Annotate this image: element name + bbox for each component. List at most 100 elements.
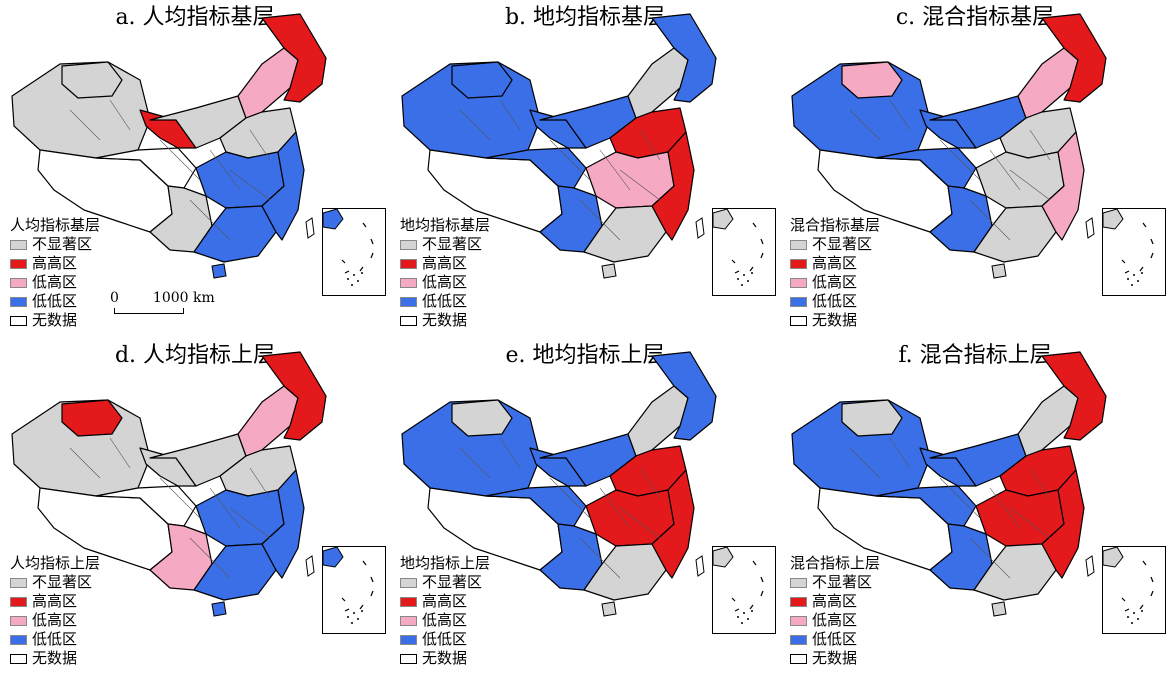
- legend-item-high-high: 高高区: [400, 254, 490, 273]
- legend-title: 人均指标上层: [10, 554, 101, 572]
- islands: [737, 272, 753, 286]
- internal-boundaries: [849, 437, 1051, 579]
- islands: [347, 272, 363, 286]
- inset-coast: [322, 546, 344, 568]
- legend-label: 低低区: [32, 630, 78, 648]
- legend: 混合指标基层 不显著区 高高区 低高区 低低区 无数据: [790, 216, 880, 330]
- legend-swatch: [10, 596, 27, 607]
- nine-dash-line: [1121, 222, 1154, 274]
- nine-dash-line: [731, 222, 764, 274]
- region-southwest: [929, 185, 993, 253]
- region-northeast: [651, 13, 717, 103]
- region-northeast: [1041, 13, 1107, 103]
- legend-label: 无数据: [422, 649, 468, 667]
- region-inner-mongolia-east: [1017, 385, 1079, 457]
- region-hainan: [991, 601, 1007, 617]
- legend-swatch: [10, 315, 27, 326]
- islands: [737, 610, 753, 624]
- south-china-sea-inset: [1102, 208, 1166, 296]
- legend-swatch: [790, 258, 807, 269]
- panel-title: c. 混合指标基层: [895, 5, 1055, 30]
- legend-label: 无数据: [812, 649, 858, 667]
- legend-label: 不显著区: [422, 573, 483, 591]
- nine-dash-line: [341, 222, 374, 274]
- region-northeast: [261, 351, 327, 441]
- legend-item-not-significant: 不显著区: [10, 235, 100, 254]
- legend-label: 高高区: [32, 592, 78, 610]
- region-northeast: [651, 351, 717, 441]
- legend-item-not-significant: 不显著区: [790, 573, 880, 592]
- map-panel-b: b. 地均指标基层地均指标基层 不显著区 高高区 低高区 低低区 无数据: [390, 0, 780, 338]
- map-panel-d: d. 人均指标上层人均指标上层 不显著区 高高区 低高区 低低区 无数据: [0, 338, 390, 676]
- internal-boundaries: [459, 437, 661, 579]
- legend-label: 不显著区: [422, 235, 483, 253]
- inset-map: [322, 546, 374, 624]
- legend-item-low-high: 低高区: [400, 611, 490, 630]
- legend-item-no-data: 无数据: [400, 649, 490, 668]
- panel-title: b. 地均指标基层: [504, 5, 666, 30]
- legend-swatch: [10, 577, 27, 588]
- scale-bar: 0 1000 km: [110, 290, 215, 314]
- nine-dash-line: [1121, 560, 1154, 612]
- internal-boundaries: [459, 99, 661, 241]
- legend-swatch: [790, 239, 807, 250]
- legend-item-not-significant: 不显著区: [790, 235, 880, 254]
- map-panel-a: a. 人均指标基层 人均指标基层 不显著区 高高区 低高区 低低区 无数据 0 1000 km: [0, 0, 390, 338]
- legend-label: 高高区: [422, 592, 468, 610]
- legend-label: 不显著区: [32, 573, 93, 591]
- legend-item-low-low: 低低区: [400, 292, 490, 311]
- legend-swatch: [10, 258, 27, 269]
- legend-label: 无数据: [32, 311, 78, 329]
- region-xinjiang-north: [451, 399, 513, 437]
- legend-title: 混合指标上层: [790, 554, 881, 572]
- china-map: [11, 13, 327, 279]
- region-inner-mongolia-east: [1017, 47, 1079, 119]
- region-hainan: [211, 601, 227, 617]
- inset-coast: [1102, 208, 1124, 230]
- legend-label: 不显著区: [812, 573, 873, 591]
- legend-swatch: [790, 277, 807, 288]
- legend-label: 不显著区: [812, 235, 873, 253]
- region-qinghai: [95, 485, 197, 527]
- south-china-sea-inset: [712, 546, 776, 634]
- inset-coast: [712, 208, 734, 230]
- legend-item-low-high: 低高区: [790, 611, 880, 630]
- legend-swatch: [790, 315, 807, 326]
- region-southwest: [539, 523, 603, 591]
- legend-item-not-significant: 不显著区: [10, 573, 100, 592]
- legend-label: 高高区: [422, 254, 468, 272]
- panel-title: d. 人均指标上层: [114, 343, 276, 368]
- region-inner-mongolia-east: [237, 47, 299, 119]
- region-east-coast: [261, 469, 305, 579]
- south-china-sea-inset: [322, 208, 386, 296]
- region-xinjiang-north: [61, 61, 123, 99]
- region-qinghai: [485, 485, 587, 527]
- legend-item-high-high: 高高区: [400, 592, 490, 611]
- legend: 人均指标上层 不显著区 高高区 低高区 低低区 无数据: [10, 554, 100, 668]
- legend-swatch: [790, 634, 807, 645]
- legend-label: 低高区: [32, 611, 78, 629]
- region-qinghai: [875, 147, 977, 189]
- region-east-coast: [651, 469, 695, 579]
- legend-label: 低低区: [32, 292, 78, 310]
- legend-label: 高高区: [812, 592, 858, 610]
- region-xinjiang-north: [451, 61, 513, 99]
- legend-swatch: [400, 653, 417, 664]
- legend-swatch: [400, 296, 417, 307]
- region-taiwan: [305, 555, 315, 577]
- legend-item-low-low: 低低区: [400, 630, 490, 649]
- inset-map: [1102, 208, 1154, 286]
- panel-title: a. 人均指标基层: [115, 5, 275, 30]
- legend-label: 高高区: [812, 254, 858, 272]
- legend: 地均指标上层 不显著区 高高区 低高区 低低区 无数据: [400, 554, 490, 668]
- legend-label: 低高区: [812, 273, 858, 291]
- legend: 地均指标基层 不显著区 高高区 低高区 低低区 无数据: [400, 216, 490, 330]
- scale-line: [114, 308, 184, 314]
- legend-swatch: [10, 296, 27, 307]
- nine-dash-line: [731, 560, 764, 612]
- region-taiwan: [695, 555, 705, 577]
- inset-coast: [712, 546, 734, 568]
- inset-coast: [1102, 546, 1124, 568]
- legend-label: 低高区: [32, 273, 78, 291]
- region-inner-mongolia-east: [627, 47, 689, 119]
